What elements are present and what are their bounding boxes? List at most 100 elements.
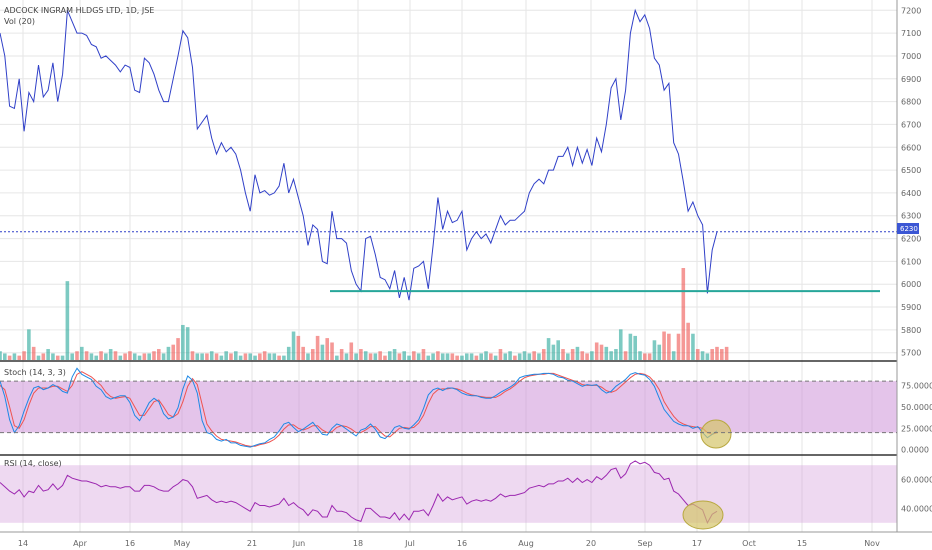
price-y-tick-label: 7200	[901, 6, 921, 15]
volume-bar	[113, 351, 118, 360]
volume-bar	[604, 346, 609, 360]
price-y-tick-label: 6500	[901, 166, 921, 175]
volume-bar	[614, 349, 618, 360]
x-tick-label: Aug	[518, 539, 534, 548]
volume-bar	[392, 349, 397, 360]
x-tick-label: 18	[353, 539, 363, 548]
volume-bar	[320, 344, 325, 360]
volume-bar	[638, 351, 642, 360]
volume-bar	[36, 355, 41, 360]
volume-bar	[166, 346, 171, 360]
volume-bar	[513, 355, 517, 360]
rsi-y-tick-label: 60.0000	[901, 476, 932, 485]
price-y-tick-label: 6700	[901, 120, 921, 129]
price-chart-title: ADCOCK INGRAM HLDGS LTD, 1D, JSE	[4, 6, 154, 15]
volume-bar	[315, 335, 320, 360]
volume-bar	[22, 351, 26, 360]
rsi-series	[0, 460, 718, 524]
volume-bar	[296, 335, 301, 360]
volume-bar	[253, 355, 257, 360]
volume-bar	[503, 353, 508, 360]
stoch-y-tick-label: 50.0000	[901, 403, 932, 412]
volume-bar	[628, 333, 633, 360]
volume-bar	[291, 331, 296, 360]
price-y-tick-label: 6800	[901, 98, 921, 107]
volume-bar	[325, 338, 330, 360]
stoch-y-tick-label: 25.0000	[901, 424, 932, 433]
volume-bar	[363, 351, 368, 360]
volume-bar	[445, 353, 450, 360]
volume-bar	[527, 353, 532, 360]
stoch-title: Stoch (14, 3, 3)	[4, 368, 66, 377]
volume-bar	[691, 333, 695, 360]
volume-bar	[556, 340, 560, 360]
x-tick-label: May	[174, 539, 191, 548]
volume-bar	[421, 349, 426, 360]
price-y-tick-label: 6900	[901, 75, 921, 84]
volume-bar	[214, 353, 219, 360]
rsi-title: RSI (14, close)	[4, 459, 62, 468]
volume-bar	[171, 344, 176, 360]
volume-title: Vol (20)	[4, 17, 35, 26]
volume-bar	[147, 353, 151, 360]
volume-bar	[27, 329, 31, 360]
volume-bar	[258, 353, 262, 360]
rsi-line	[0, 460, 718, 524]
volume-bar	[402, 351, 407, 360]
rsi-y-tick-label: 40.0000	[901, 504, 932, 513]
volume-bar	[397, 353, 402, 360]
volume-bar	[224, 351, 228, 360]
volume-bar	[99, 351, 103, 360]
rsi-band	[0, 465, 897, 523]
volume-bar	[277, 355, 281, 360]
volume-bar	[431, 353, 435, 360]
volume-bar	[161, 353, 166, 360]
volume-bar	[633, 335, 637, 360]
volume-bar	[31, 346, 36, 360]
volume-bar	[55, 355, 60, 360]
volume-bar	[618, 329, 623, 360]
volume-bar	[205, 353, 209, 360]
volume-bar	[330, 342, 334, 360]
volume-bar	[219, 355, 224, 360]
volume-bar	[65, 281, 70, 360]
volume-bar	[575, 346, 580, 360]
volume-bar	[695, 349, 700, 360]
volume-bar	[450, 353, 455, 360]
volume-bar	[599, 344, 604, 360]
volume-bar	[455, 355, 459, 360]
volume-bar	[272, 353, 277, 360]
x-tick-label: 14	[18, 539, 28, 548]
volume-bar	[590, 351, 594, 360]
x-tick-label: Oct	[742, 539, 756, 548]
volume-bar	[229, 353, 233, 360]
current-price-label: 6230	[900, 225, 918, 233]
volume-bar	[335, 355, 339, 360]
volume-bar	[657, 344, 662, 360]
volume-bar	[104, 353, 108, 360]
volume-bar	[12, 353, 17, 360]
volume-bar	[667, 333, 671, 360]
price-y-tick-label: 5800	[901, 326, 921, 335]
price-y-tick-label: 6600	[901, 143, 921, 152]
x-tick-label: 15	[797, 539, 807, 548]
volume-bar	[108, 349, 113, 360]
axis-labels: 14 Apr 16 May 21 Jun 18 Jul 16 Aug 20 Sep 17 Oct 15 Nov…	[18, 6, 932, 548]
x-tick-label: 21	[247, 539, 257, 548]
price-y-tick-label: 7000	[901, 52, 921, 61]
x-tick-label: Jun	[292, 539, 306, 548]
volume-bar	[306, 353, 310, 360]
volume-bar	[94, 355, 99, 360]
volume-bar	[344, 353, 349, 360]
volume-bar	[176, 338, 180, 360]
volume-bar	[89, 353, 94, 360]
price-y-tick-label: 6100	[901, 257, 921, 266]
volume-bar	[546, 338, 551, 360]
volume-bar	[137, 355, 142, 360]
volume-bar	[440, 353, 445, 360]
volume-bar	[3, 353, 7, 360]
volume-bar	[710, 349, 714, 360]
volume-bar	[359, 349, 363, 360]
price-y-tick-label: 6000	[901, 280, 921, 289]
